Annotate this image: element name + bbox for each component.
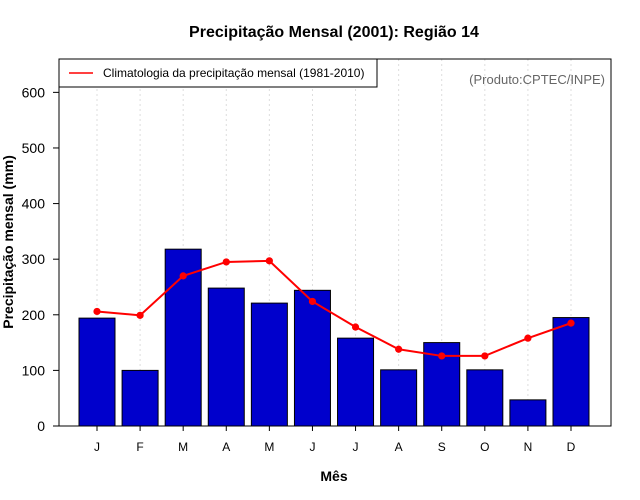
bar-J-0 — [78, 317, 116, 427]
x-tick-label: A — [395, 440, 403, 454]
legend-box — [58, 58, 378, 88]
climatology-point-7 — [395, 345, 403, 353]
bars — [78, 248, 590, 427]
x-tick-label: F — [136, 440, 143, 454]
y-tick-label: 200 — [22, 307, 46, 323]
legend-entry: Climatologia da precipitação mensal (198… — [103, 66, 364, 80]
climatology-point-0 — [93, 307, 101, 316]
climatology-point-10 — [524, 334, 532, 342]
bar-A-7 — [380, 369, 418, 427]
climatology-point-6 — [351, 323, 360, 331]
climatology-point-3 — [222, 258, 230, 266]
x-tick-label: J — [353, 440, 359, 454]
product-credit: (Produto:CPTEC/INPE) — [469, 72, 605, 87]
legend: Climatologia da precipitação mensal (198… — [58, 58, 378, 88]
climatology-point-4 — [265, 257, 273, 265]
x-tick-label: O — [480, 440, 489, 454]
x-tick-label: N — [524, 440, 533, 454]
climatology-point-9 — [481, 352, 489, 360]
x-tick-label: J — [94, 440, 100, 454]
bar-D-11 — [552, 317, 590, 427]
x-tick-label: J — [309, 440, 315, 454]
x-tick-label: M — [178, 440, 188, 454]
bar-A-3 — [207, 287, 245, 427]
x-tick-label: D — [567, 440, 576, 454]
x-tick-label: A — [222, 440, 230, 454]
bar-O-9 — [466, 369, 504, 427]
x-tick-label: M — [264, 440, 274, 454]
chart-title: Precipitação Mensal (2001): Região 14 — [189, 24, 479, 41]
climatology-point-2 — [179, 272, 187, 280]
bar-J-5 — [293, 289, 331, 427]
climatology-polyline — [96, 259, 572, 357]
y-tick-label: 100 — [22, 362, 46, 378]
bar-J-6 — [337, 337, 375, 427]
climatology-point-11 — [567, 319, 575, 327]
y-axis: 0 100 200 300 400 500 600 — [22, 84, 59, 434]
bar-F-1 — [121, 369, 159, 427]
bar-N-10 — [509, 399, 547, 427]
climatology-point-1 — [136, 311, 144, 319]
climatology-point-8 — [438, 352, 446, 360]
y-tick-label: 300 — [22, 251, 46, 267]
x-axis-label: Mês — [320, 468, 347, 484]
y-tick-label: 600 — [22, 84, 46, 100]
y-axis-label: Precipitação mensal (mm) — [0, 155, 16, 329]
climatology-line — [93, 257, 575, 360]
y-tick-label: 0 — [37, 418, 45, 434]
bar-M-4 — [250, 302, 288, 427]
y-tick-label: 400 — [22, 196, 46, 212]
x-tick-label: S — [438, 440, 446, 454]
climatology-point-5 — [308, 297, 317, 306]
y-tick-label: 500 — [22, 140, 46, 156]
